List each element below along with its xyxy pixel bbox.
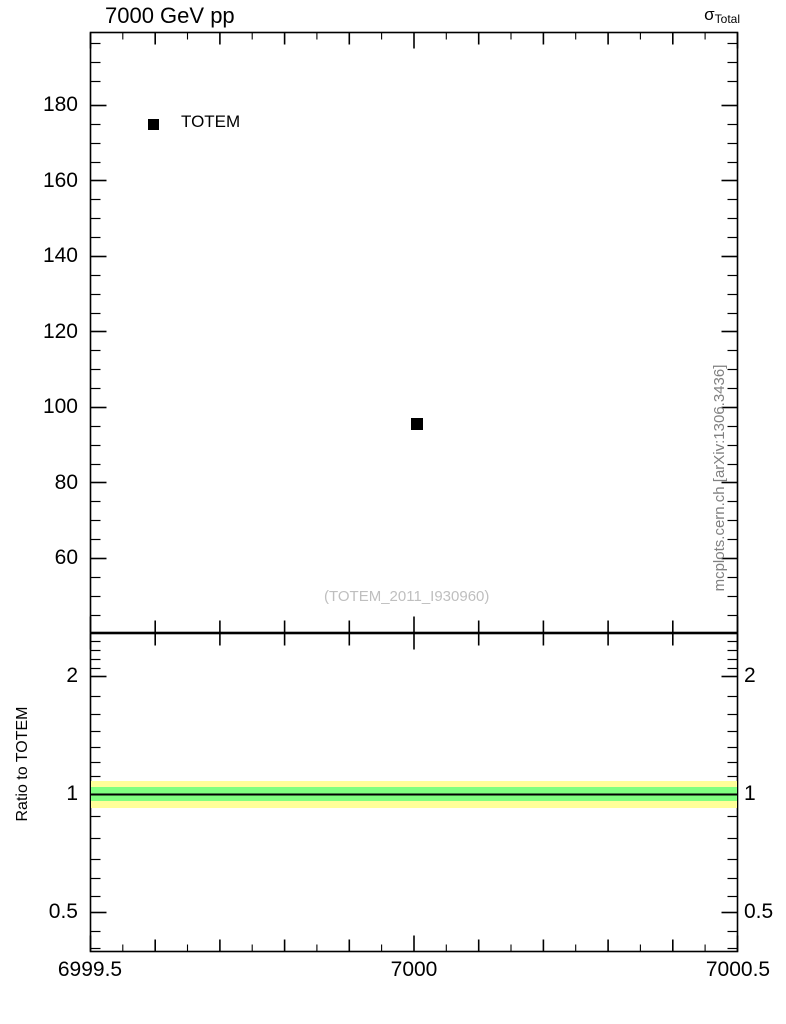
data-point-totem — [411, 418, 423, 430]
ratio-ytick-label-right-2: 2 — [744, 664, 756, 687]
ratio-ytick-label-right-0.5: 0.5 — [744, 900, 774, 923]
ytick-label-80: 80 — [54, 471, 78, 494]
ytick-label-180: 180 — [42, 93, 78, 116]
ratio-axis-title: Ratio to TOTEM — [14, 706, 31, 822]
ytick-label-120: 120 — [42, 320, 78, 343]
ytick-label-100: 100 — [42, 395, 78, 418]
ratio-ytick-label-0.5: 0.5 — [48, 900, 78, 923]
xtick-label-7000.5: 7000.5 — [705, 958, 771, 981]
legend-label-totem: TOTEM — [181, 112, 241, 131]
ytick-label-60: 60 — [54, 546, 78, 569]
ratio-ytick-label-1: 1 — [66, 782, 78, 805]
ratio-ytick-label-2: 2 — [66, 664, 78, 687]
legend-marker-totem — [148, 119, 159, 130]
beam-title: 7000 GeV pp — [105, 3, 235, 28]
observable-symbol: σ — [704, 5, 715, 24]
observable-subscript: Total — [714, 12, 740, 26]
ratio-ytick-label-right-1: 1 — [744, 782, 756, 805]
xtick-label-7000: 7000 — [390, 958, 438, 981]
observable-title: σTotal — [704, 5, 740, 29]
mcplots-credit: mcplots.cern.ch [arXiv:1306.3436] — [711, 364, 728, 592]
analysis-id-watermark: (TOTEM_2011_I930960) — [324, 588, 490, 605]
ytick-label-160: 160 — [42, 169, 78, 192]
ytick-label-140: 140 — [42, 244, 78, 267]
xtick-label-6999.5: 6999.5 — [57, 958, 123, 981]
